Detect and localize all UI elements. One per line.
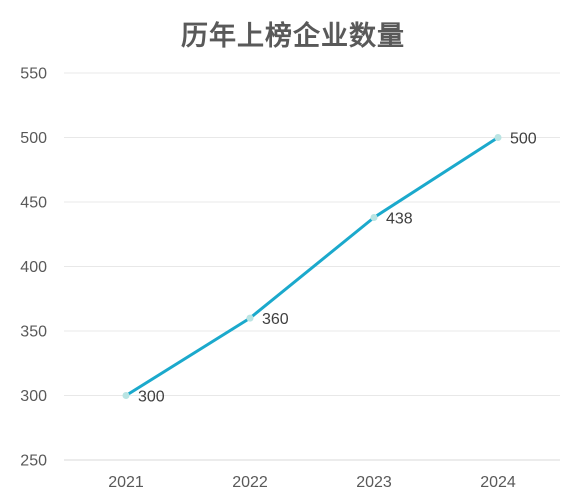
data-point-2023 [370,213,378,221]
x-tick-label-2024: 2024 [480,474,516,491]
y-tick-label-500: 500 [20,130,47,147]
x-axis-ticks: 2021 2022 2023 2024 [108,474,516,491]
y-tick-label-300: 300 [20,388,47,405]
data-label-2024: 500 [510,131,537,148]
x-tick-label-2021: 2021 [108,474,144,491]
y-tick-label-350: 350 [20,324,47,341]
data-label-2023: 438 [386,210,413,227]
data-labels: 300 360 438 500 [138,131,537,406]
y-tick-label-450: 450 [20,195,47,212]
chart-title: 历年上榜企业数量 [181,21,405,52]
y-axis-ticks: 250 300 350 400 450 500 550 [20,66,47,470]
y-tick-label-400: 400 [20,259,47,276]
x-tick-label-2023: 2023 [356,474,392,491]
series-layer [122,134,502,399]
y-tick-label-550: 550 [20,66,47,83]
data-point-2022 [246,314,254,322]
y-tick-label-250: 250 [20,453,47,470]
data-label-2021: 300 [138,389,165,406]
data-point-2021 [122,392,130,399]
data-label-2022: 360 [262,311,289,328]
x-tick-label-2022: 2022 [232,474,268,491]
data-point-2024 [494,134,502,141]
gridlines [64,72,560,461]
series-line-0 [124,136,500,397]
